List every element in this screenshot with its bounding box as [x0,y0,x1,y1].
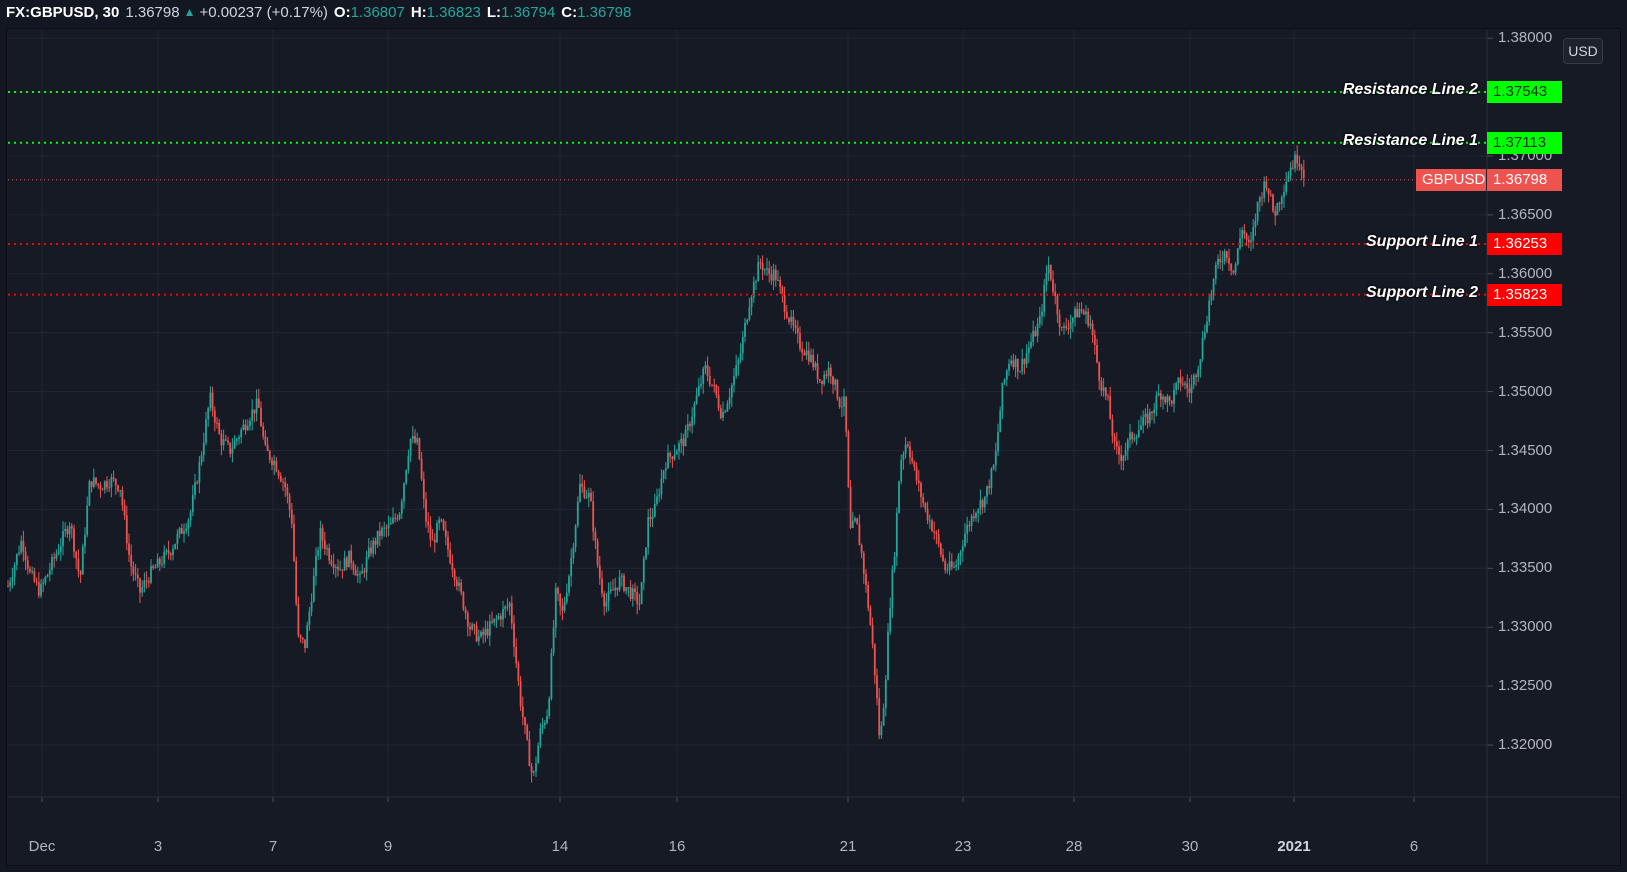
last-price: 1.36798 [125,3,180,21]
time-tick-label: 9 [383,838,393,855]
resistance-price-tag: 1.37543 [1487,81,1562,104]
symbol-header: FX:GBPUSD, 30 1.36798 ▲ +0.00237 (+0.17%… [0,0,1627,24]
candles [7,145,1305,783]
low-label: L: [486,3,502,21]
time-tick-label: 7 [268,838,278,855]
time-tick-label: 16 [668,838,686,855]
grid-lines [8,30,1620,864]
price-tick-label: 1.33500 [1498,559,1553,577]
time-tick-label: 23 [954,838,972,855]
resistance-line-label[interactable]: Resistance Line 2 [1342,81,1478,99]
price-tick-label: 1.35000 [1498,382,1553,400]
time-tick-label: 2021 [1277,838,1311,855]
price-tick-label: 1.33000 [1498,618,1553,636]
time-tick-label: 28 [1065,838,1083,855]
resistance-line-label[interactable]: Resistance Line 1 [1342,131,1478,149]
horizontal-level-lines[interactable] [8,91,1487,296]
chart-frame [6,28,1621,866]
time-tick-label: 3 [153,838,163,855]
open-value: 1.36807 [350,3,405,21]
price-tick-label: 1.34000 [1498,500,1553,518]
price-tick-label: 1.35500 [1498,323,1553,341]
currency-button[interactable]: USD [1563,38,1603,64]
low-value: 1.36794 [501,3,556,21]
support-price-tag: 1.35823 [1487,283,1562,306]
price-tick-label: 1.32000 [1498,736,1553,753]
current-price-tag: 1.36798 [1487,168,1562,191]
open-label: O: [333,3,351,21]
close-label: C: [561,3,578,21]
symbol-price-label: GBPUSD [1416,168,1486,191]
support-price-tag: 1.36253 [1487,232,1562,255]
up-arrow-icon: ▲ [183,5,196,19]
time-tick-label: 6 [1409,838,1419,855]
price-tick-label: 1.34500 [1498,441,1553,459]
time-tick-label: Dec [28,838,56,855]
price-tick-label: 1.36000 [1498,264,1553,282]
time-tick-label: 14 [551,838,569,855]
price-tick-label: 1.36500 [1498,205,1553,223]
symbol-title[interactable]: FX:GBPUSD, 30 [6,3,120,21]
price-tick-label: 1.38000 [1498,29,1553,47]
price-tick-label: 1.32500 [1498,677,1553,695]
high-value: 1.36823 [426,3,481,21]
close-value: 1.36798 [577,3,632,21]
time-tick-label: 30 [1181,838,1199,855]
support-line-label[interactable]: Support Line 2 [1366,283,1478,301]
time-tick-label: 21 [839,838,857,855]
price-change: +0.00237 (+0.17%) [199,3,328,21]
support-line-label[interactable]: Support Line 1 [1366,232,1478,250]
resistance-price-tag: 1.37113 [1487,131,1562,154]
high-label: H: [410,3,427,21]
